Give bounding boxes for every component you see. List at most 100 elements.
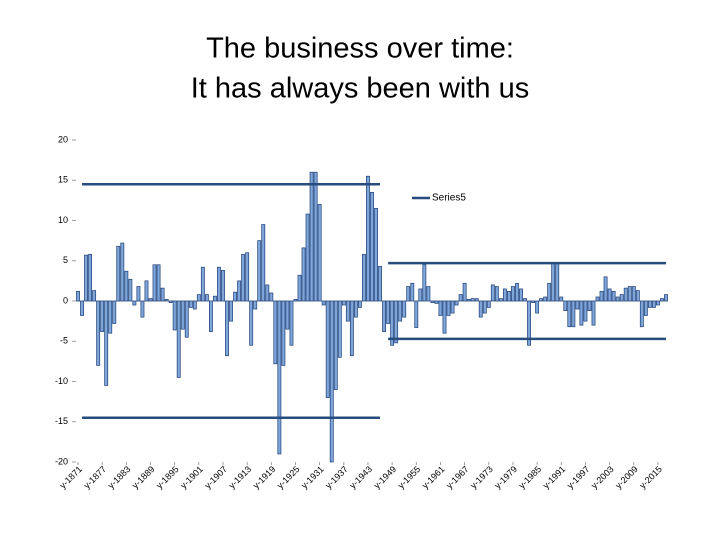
- bar: [100, 300, 105, 332]
- bar: [551, 262, 556, 302]
- bar: [587, 300, 592, 312]
- x-tick-label: y-1889: [130, 464, 157, 491]
- bar: [434, 300, 439, 304]
- bar: [523, 298, 527, 302]
- x-tick-label: y-1901: [178, 464, 205, 491]
- bar: [76, 290, 80, 302]
- bar: [567, 300, 572, 328]
- bar: [639, 300, 644, 328]
- chart-title: It has always been with us: [191, 73, 530, 105]
- x-tick-label: y-1871: [58, 464, 85, 491]
- bar: [458, 294, 463, 302]
- bar: [329, 300, 334, 463]
- x-tick-label: y-1925: [275, 464, 302, 491]
- bar: [583, 300, 588, 322]
- bar: [341, 300, 346, 306]
- bar: [112, 300, 117, 324]
- bar: [108, 300, 113, 334]
- bar: [486, 300, 491, 308]
- bar: [357, 300, 362, 308]
- bar: [575, 300, 580, 310]
- y-tick-label: 20: [58, 134, 68, 144]
- bar: [309, 171, 314, 302]
- y-tick-label: -15: [55, 416, 68, 426]
- bar: [245, 252, 250, 302]
- bar: [422, 264, 427, 302]
- bar: [325, 300, 330, 398]
- bar: [192, 300, 197, 310]
- bar: [120, 242, 125, 302]
- bar: [297, 274, 302, 302]
- bar: [349, 300, 354, 357]
- y-tick-label: -5: [60, 336, 68, 346]
- bar: [92, 290, 97, 302]
- bar: [386, 300, 391, 324]
- x-tick-label: y-1877: [82, 464, 109, 491]
- bar: [241, 253, 246, 302]
- bar: [660, 298, 664, 302]
- bar: [184, 300, 189, 338]
- bar: [651, 300, 656, 308]
- bar: [88, 253, 93, 302]
- bar: [305, 213, 310, 302]
- bar: [631, 286, 636, 302]
- bar: [664, 294, 668, 302]
- bar: [313, 171, 318, 302]
- bar: [563, 300, 568, 312]
- bar: [627, 286, 632, 302]
- bar: [619, 294, 624, 302]
- x-tick-label: y-1991: [541, 464, 568, 491]
- bar: [402, 300, 407, 318]
- bar: [225, 300, 229, 357]
- bar: [450, 300, 455, 314]
- bar: [595, 296, 600, 302]
- bar: [527, 300, 531, 346]
- bar: [498, 298, 503, 302]
- bar: [265, 284, 270, 302]
- bar: [430, 300, 435, 303]
- bar: [321, 300, 326, 306]
- bar: [446, 300, 451, 316]
- bar: [180, 300, 185, 330]
- bar: [539, 298, 544, 302]
- x-tick-label: y-1973: [468, 464, 495, 491]
- bar: [470, 298, 475, 302]
- bar: [615, 296, 620, 302]
- bar: [647, 300, 652, 308]
- bar: [599, 290, 604, 302]
- x-tick-label: y-1979: [493, 464, 520, 491]
- x-tick-label: y-1949: [372, 464, 399, 491]
- bar: [353, 300, 358, 318]
- bar: [269, 292, 274, 302]
- bar: [515, 282, 519, 302]
- bar: [233, 291, 237, 302]
- bar: [200, 266, 205, 302]
- bar: [426, 286, 431, 302]
- bar: [474, 298, 479, 302]
- x-tick-label: y-1997: [565, 464, 592, 491]
- y-tick-label: 0: [63, 295, 68, 305]
- bar: [132, 300, 137, 306]
- bar: [148, 298, 153, 302]
- bar: [454, 300, 459, 306]
- bar: [229, 300, 233, 322]
- bar: [317, 204, 322, 302]
- bar: [281, 300, 286, 366]
- bar: [414, 300, 419, 328]
- bar: [502, 288, 507, 302]
- bar: [519, 288, 523, 302]
- bar: [507, 290, 511, 302]
- bar: [96, 300, 101, 366]
- bar: [196, 294, 201, 302]
- bar: [535, 300, 540, 314]
- bar: [607, 288, 612, 302]
- bar: [438, 300, 443, 316]
- bar: [124, 270, 129, 302]
- bar: [482, 300, 487, 314]
- bar: [466, 299, 471, 302]
- bar: [140, 300, 145, 318]
- bar: [543, 296, 548, 302]
- bar: [511, 286, 515, 302]
- bar: [277, 300, 282, 455]
